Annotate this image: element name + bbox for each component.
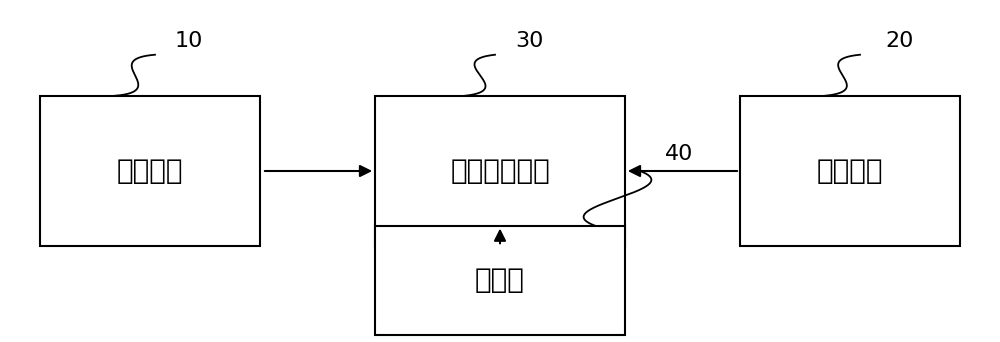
Text: 20: 20 — [885, 31, 913, 51]
Text: 30: 30 — [515, 31, 543, 51]
Text: 蓄电电源: 蓄电电源 — [117, 157, 183, 185]
Text: 检测控制装置: 检测控制装置 — [450, 157, 550, 185]
Text: 10: 10 — [175, 31, 203, 51]
Text: 调节阀: 调节阀 — [475, 266, 525, 294]
Bar — [375, 96, 625, 246]
Bar — [40, 96, 260, 246]
Text: 40: 40 — [665, 144, 693, 164]
Text: 动力电源: 动力电源 — [817, 157, 883, 185]
Bar — [740, 96, 960, 246]
Bar — [375, 226, 625, 335]
